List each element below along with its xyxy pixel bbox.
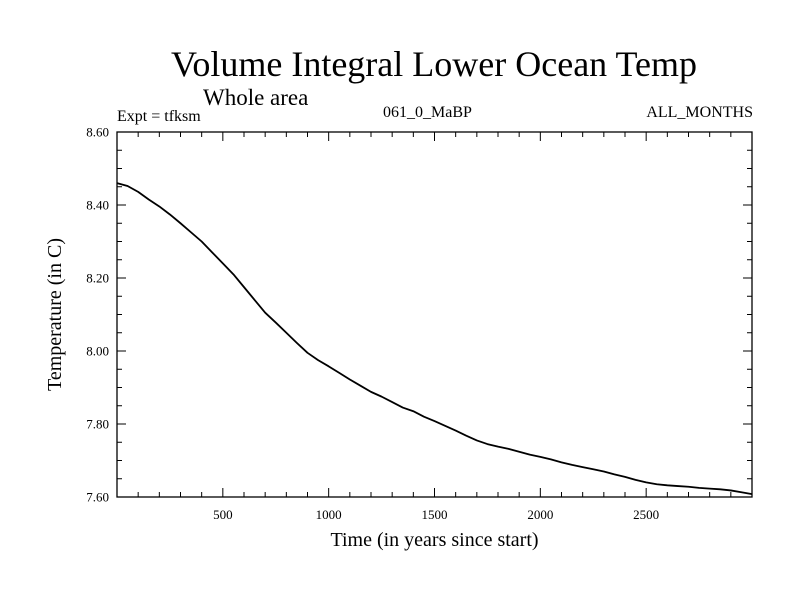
y-tick-label: 8.00 bbox=[86, 344, 109, 359]
axis-ticks bbox=[117, 132, 752, 497]
x-tick-label: 2000 bbox=[527, 507, 553, 522]
period-label: ALL_MONTHS bbox=[646, 104, 753, 121]
y-axis-title: Temperature (in C) bbox=[44, 238, 66, 391]
chart-title: Volume Integral Lower Ocean Temp bbox=[171, 44, 697, 84]
x-tick-label: 1500 bbox=[422, 507, 448, 522]
series-line bbox=[116, 182, 753, 495]
chart-subtitle: Whole area bbox=[203, 85, 309, 110]
y-tick-label: 8.40 bbox=[86, 198, 109, 213]
x-tick-label: 2500 bbox=[633, 507, 659, 522]
y-tick-label: 8.60 bbox=[86, 125, 109, 140]
y-tick-label: 7.80 bbox=[86, 417, 109, 432]
run-id-label: 061_0_MaBP bbox=[383, 104, 472, 121]
experiment-label: Expt = tfksm bbox=[117, 108, 201, 125]
y-tick-label: 7.60 bbox=[86, 490, 109, 505]
x-axis-title: Time (in years since start) bbox=[330, 529, 538, 551]
plot-frame bbox=[116, 131, 753, 498]
y-tick-label: 8.20 bbox=[86, 271, 109, 286]
x-tick-label: 1000 bbox=[316, 507, 342, 522]
x-tick-label: 500 bbox=[213, 507, 233, 522]
tick-labels: 500 1000 1500 2000 2500 7.60 7.80 8.00 8.20 8.40 8… bbox=[86, 125, 659, 523]
series-group bbox=[116, 182, 753, 495]
